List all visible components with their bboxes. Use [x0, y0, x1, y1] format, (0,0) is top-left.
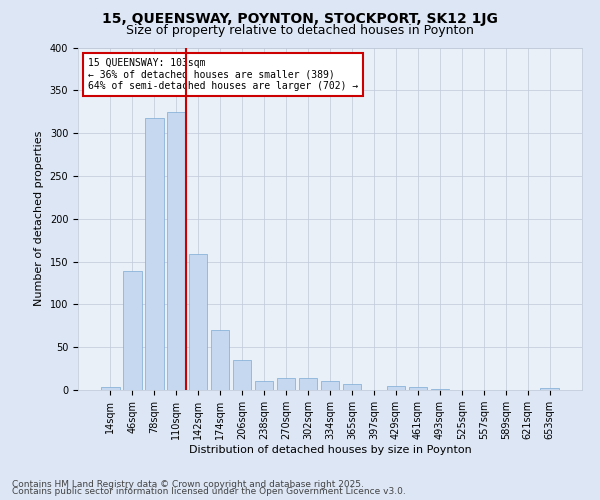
- Text: Contains public sector information licensed under the Open Government Licence v3: Contains public sector information licen…: [12, 487, 406, 496]
- Bar: [167, 112, 185, 390]
- Bar: [343, 384, 361, 390]
- Text: 15, QUEENSWAY, POYNTON, STOCKPORT, SK12 1JG: 15, QUEENSWAY, POYNTON, STOCKPORT, SK12 …: [102, 12, 498, 26]
- Bar: [255, 380, 274, 390]
- Bar: [145, 118, 164, 390]
- Bar: [101, 386, 119, 390]
- Bar: [277, 378, 295, 390]
- Text: Size of property relative to detached houses in Poynton: Size of property relative to detached ho…: [126, 24, 474, 37]
- X-axis label: Distribution of detached houses by size in Poynton: Distribution of detached houses by size …: [188, 445, 472, 455]
- Text: Contains HM Land Registry data © Crown copyright and database right 2025.: Contains HM Land Registry data © Crown c…: [12, 480, 364, 489]
- Bar: [386, 386, 405, 390]
- Bar: [299, 378, 317, 390]
- Bar: [233, 360, 251, 390]
- Text: 15 QUEENSWAY: 103sqm
← 36% of detached houses are smaller (389)
64% of semi-deta: 15 QUEENSWAY: 103sqm ← 36% of detached h…: [88, 58, 358, 91]
- Y-axis label: Number of detached properties: Number of detached properties: [34, 131, 44, 306]
- Bar: [541, 388, 559, 390]
- Bar: [123, 271, 142, 390]
- Bar: [189, 254, 208, 390]
- Bar: [320, 382, 340, 390]
- Bar: [211, 330, 229, 390]
- Bar: [431, 389, 449, 390]
- Bar: [409, 388, 427, 390]
